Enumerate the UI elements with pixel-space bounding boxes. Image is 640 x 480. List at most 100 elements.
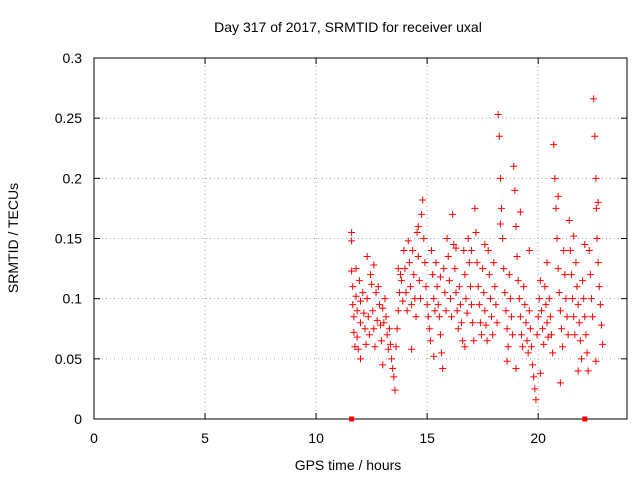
data-point <box>363 295 371 303</box>
data-point <box>515 295 523 303</box>
data-point <box>430 295 438 303</box>
data-point <box>543 319 551 327</box>
data-point <box>536 369 544 377</box>
data-point <box>395 289 403 297</box>
data-point <box>409 247 417 255</box>
data-point <box>526 325 534 333</box>
data-point <box>590 95 598 103</box>
data-point <box>500 265 508 273</box>
data-point <box>359 289 367 297</box>
data-point <box>414 222 422 230</box>
data-point <box>556 379 564 387</box>
data-point <box>415 277 423 285</box>
data-point <box>410 271 418 279</box>
data-point <box>366 271 374 279</box>
data-point <box>441 289 449 297</box>
data-point <box>371 343 379 351</box>
data-point <box>453 307 461 315</box>
data-point <box>511 186 519 194</box>
x-tick-label: 10 <box>308 430 324 446</box>
data-point <box>528 343 536 351</box>
data-point <box>468 301 476 309</box>
data-point <box>594 198 602 206</box>
data-point <box>394 265 402 273</box>
data-point <box>390 373 398 381</box>
data-point <box>567 271 575 279</box>
data-point <box>569 295 577 303</box>
data-point <box>403 307 411 315</box>
data-point <box>581 313 589 321</box>
data-point <box>421 259 429 267</box>
data-point <box>570 313 578 321</box>
data-point <box>565 216 573 224</box>
data-point <box>455 283 463 291</box>
data-point <box>429 271 437 279</box>
grid <box>94 58 627 419</box>
data-point <box>393 325 401 333</box>
data-point <box>401 265 409 273</box>
data-point <box>520 283 528 291</box>
data-point <box>480 289 488 297</box>
data-point <box>463 309 471 317</box>
data-point <box>433 283 441 291</box>
data-point <box>361 325 369 333</box>
data-point <box>422 283 430 291</box>
y-tick-label: 0.2 <box>63 170 83 186</box>
y-tick-label: 0 <box>74 411 82 427</box>
data-point <box>378 337 386 345</box>
data-point <box>349 301 357 309</box>
data-point <box>354 345 362 353</box>
data-point <box>461 343 469 351</box>
data-point <box>383 331 391 339</box>
y-tick-label: 0.05 <box>55 351 82 367</box>
data-point <box>553 235 561 242</box>
data-point <box>592 204 600 212</box>
data-point <box>468 247 476 255</box>
data-point <box>582 331 590 339</box>
data-point <box>506 295 514 303</box>
data-point <box>431 307 439 315</box>
data-point <box>418 210 426 218</box>
data-point <box>496 174 504 182</box>
data-point <box>451 265 459 273</box>
data-point <box>362 340 370 348</box>
chart-title: Day 317 of 2017, SRMTID for receiver uxa… <box>214 19 482 35</box>
data-point <box>557 325 565 333</box>
data-point <box>489 331 497 339</box>
data-point <box>363 253 371 261</box>
data-point <box>525 307 533 315</box>
data-point <box>556 307 564 315</box>
data-point <box>594 259 602 267</box>
data-point <box>523 337 531 345</box>
data-point <box>420 235 428 242</box>
data-point <box>350 328 358 336</box>
data-point <box>357 319 364 327</box>
data-point <box>530 373 538 381</box>
data-point <box>474 283 482 291</box>
data-point <box>486 295 494 303</box>
data-point <box>574 367 582 375</box>
data-point <box>563 313 571 321</box>
x-axis-label: GPS time / hours <box>295 457 402 473</box>
data-point <box>473 259 481 267</box>
data-point <box>348 228 356 236</box>
data-point <box>475 301 483 309</box>
data-point <box>442 307 450 315</box>
data-point <box>574 301 582 309</box>
data-point <box>408 345 416 353</box>
data-point <box>532 396 540 404</box>
data-point <box>521 301 529 309</box>
data-point <box>525 247 533 255</box>
data-point <box>580 295 588 303</box>
data-point <box>436 331 444 339</box>
data-point <box>519 343 527 351</box>
data-point <box>496 220 504 228</box>
data-point <box>464 235 472 242</box>
data-point <box>419 196 427 204</box>
data-point <box>448 313 456 321</box>
data-point <box>372 289 380 297</box>
data-point <box>571 331 579 339</box>
data-point <box>564 331 572 339</box>
data-point <box>454 325 462 333</box>
data-point <box>562 295 570 303</box>
